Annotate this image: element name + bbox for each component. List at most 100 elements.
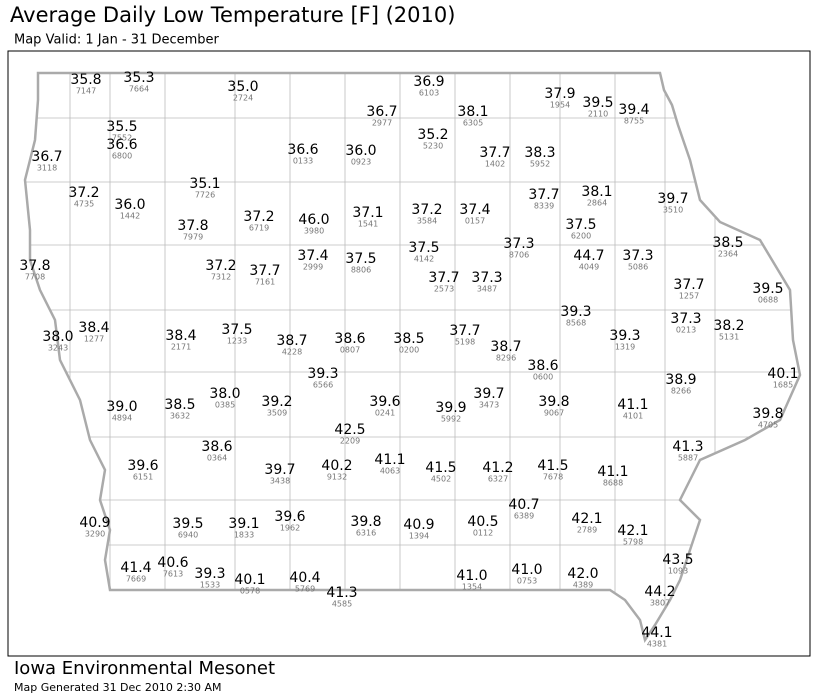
station-id: 7147 — [76, 87, 96, 96]
station-value: 39.5 — [172, 516, 203, 532]
station-id: 7669 — [126, 575, 146, 584]
station-value: 41.0 — [456, 568, 487, 584]
station-value: 41.5 — [537, 458, 568, 474]
station-id: 5131 — [719, 333, 739, 342]
station-value: 44.2 — [644, 584, 675, 600]
station-value: 38.5 — [164, 397, 195, 413]
station-value: 39.6 — [274, 509, 305, 525]
station-id: 3510 — [663, 206, 683, 215]
station-value: 37.2 — [205, 258, 236, 274]
station-id: 1093 — [668, 567, 688, 576]
station-value: 37.3 — [503, 236, 534, 252]
station-value: 35.1 — [189, 176, 220, 192]
footer-generated: Map Generated 31 Dec 2010 2:30 AM — [14, 681, 222, 694]
station-id: 0600 — [533, 373, 553, 382]
station-value: 41.1 — [617, 397, 648, 413]
station-value: 46.0 — [298, 212, 329, 228]
station-id: 0807 — [340, 346, 360, 355]
station-value: 41.2 — [482, 460, 513, 476]
station-id: 4381 — [647, 640, 667, 649]
station-value: 37.7 — [479, 145, 510, 161]
station-id: 5798 — [623, 538, 643, 547]
station-id: 6566 — [313, 381, 333, 390]
station-value: 39.8 — [350, 514, 381, 530]
station-id: 3487 — [477, 285, 497, 294]
station-value: 38.1 — [457, 104, 488, 120]
station-value: 38.0 — [209, 386, 240, 402]
station-id: 8706 — [509, 251, 529, 260]
station-id: 9132 — [327, 473, 347, 482]
station-value: 37.3 — [471, 270, 502, 286]
station-value: 38.4 — [165, 328, 196, 344]
station-id: 1402 — [485, 160, 505, 169]
station-value: 38.2 — [713, 318, 744, 334]
station-value: 40.1 — [234, 572, 265, 588]
station-value: 37.4 — [297, 248, 328, 264]
station-value: 36.0 — [345, 143, 376, 159]
station-id: 9067 — [544, 409, 564, 418]
station-value: 35.8 — [70, 72, 101, 88]
station-id: 6316 — [356, 529, 376, 538]
station-id: 2789 — [577, 526, 597, 535]
station-id: 8339 — [534, 202, 554, 211]
station-value: 38.1 — [581, 184, 612, 200]
station-id: 1833 — [234, 531, 254, 540]
station-value: 37.1 — [352, 205, 383, 221]
station-id: 4142 — [414, 255, 434, 264]
station-value: 37.8 — [177, 218, 208, 234]
station-value: 40.6 — [157, 555, 188, 571]
station-id: 6389 — [514, 512, 534, 521]
station-value: 37.5 — [565, 217, 596, 233]
station-value: 41.3 — [672, 439, 703, 455]
station-value: 44.7 — [573, 248, 604, 264]
station-id: 6200 — [571, 232, 591, 241]
station-value: 39.8 — [752, 406, 783, 422]
station-id: 2999 — [303, 263, 323, 272]
station-id: 1319 — [615, 343, 635, 352]
state-outline — [23, 71, 802, 644]
station-value: 38.6 — [201, 439, 232, 455]
station-id: 8755 — [624, 117, 644, 126]
station-value: 37.5 — [221, 322, 252, 338]
station-value: 37.2 — [411, 202, 442, 218]
station-id: 4894 — [112, 414, 132, 423]
station-id: 0112 — [473, 529, 493, 538]
station-value: 37.4 — [459, 202, 490, 218]
station-id: 4049 — [579, 263, 599, 272]
station-id: 5769 — [295, 585, 315, 594]
station-id: 4101 — [623, 412, 643, 421]
station-id: 3509 — [267, 409, 287, 418]
station-value: 39.2 — [261, 394, 292, 410]
station-value: 38.4 — [78, 320, 109, 336]
station-value: 36.7 — [366, 104, 397, 120]
station-id: 0213 — [676, 326, 696, 335]
station-id: 0753 — [517, 577, 537, 586]
station-id: 7552 — [112, 134, 132, 143]
station-value: 37.2 — [68, 185, 99, 201]
station-id: 7678 — [543, 473, 563, 482]
station-value: 35.2 — [417, 127, 448, 143]
station-id: 7613 — [163, 570, 183, 579]
station-value: 40.7 — [508, 497, 539, 513]
station-id: 6800 — [112, 152, 132, 161]
station-value: 41.0 — [511, 562, 542, 578]
station-id: 8296 — [496, 354, 516, 363]
station-value: 39.0 — [106, 399, 137, 415]
station-id: 5952 — [530, 160, 550, 169]
station-value: 37.7 — [449, 323, 480, 339]
footer-source: Iowa Environmental Mesonet — [14, 658, 275, 679]
station-value: 39.3 — [194, 566, 225, 582]
station-value: 37.3 — [622, 248, 653, 264]
station-value: 40.9 — [403, 517, 434, 533]
station-id: 1354 — [462, 583, 482, 592]
station-value: 39.4 — [618, 102, 649, 118]
station-value: 39.3 — [609, 328, 640, 344]
subtitle: Map Valid: 1 Jan - 31 December — [14, 33, 220, 48]
station-value: 41.1 — [597, 464, 628, 480]
station-id: 2573 — [434, 285, 454, 294]
station-value: 39.6 — [369, 394, 400, 410]
station-id: 1233 — [227, 337, 247, 346]
station-value: 36.7 — [31, 149, 62, 165]
station-id: 1394 — [409, 532, 429, 541]
station-value: 37.3 — [670, 311, 701, 327]
